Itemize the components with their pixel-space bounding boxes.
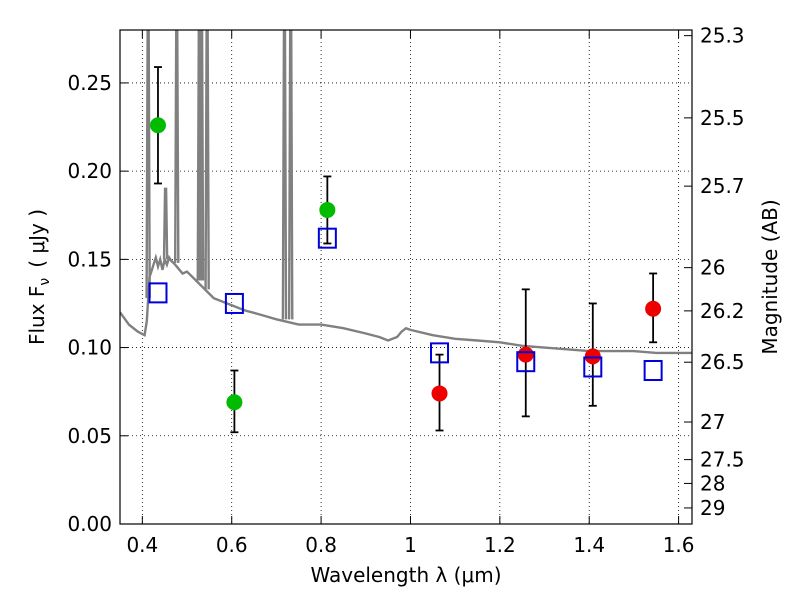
- x-tick-label: 0.6: [216, 533, 248, 557]
- data-points: [148, 66, 663, 434]
- x-tick-label: 1: [404, 533, 417, 557]
- y-axis-title-main: Flux F: [25, 286, 49, 345]
- model-photometry-point: [224, 292, 244, 314]
- spectrum-emission-line: [281, 30, 288, 320]
- y-tick-label: 0.00: [67, 512, 112, 536]
- spectrum-emission-line: [287, 30, 294, 320]
- y2-tick-label: 25.7: [700, 174, 745, 198]
- x-tick-label: 0.8: [305, 533, 337, 557]
- data-point: [517, 346, 534, 363]
- model-photometry-point: [643, 360, 663, 382]
- svg-text:Flux Fν( μJy ): Flux Fν ( μJy ): [25, 209, 53, 345]
- y-tick-label: 0.05: [67, 424, 112, 448]
- model-photometry-point: [583, 356, 603, 378]
- spectrum-emission-line: [162, 187, 169, 260]
- data-point: [319, 201, 336, 218]
- y-axis-title: Flux Fν ( μJy ): [25, 209, 53, 345]
- y2-tick-label: 28: [700, 471, 725, 495]
- data-point: [584, 348, 601, 365]
- model-photometry-point: [148, 282, 168, 304]
- grid: [120, 30, 692, 524]
- spectrum-emission-line: [204, 30, 210, 290]
- model-photometry-point: [516, 351, 536, 373]
- data-point: [149, 117, 166, 134]
- y2-tick-label: 25.3: [700, 24, 745, 48]
- y-axis-title-subscript: ν: [37, 278, 53, 286]
- y2-tick-label: 29: [700, 496, 725, 520]
- y-tick-label: 0.25: [67, 71, 112, 95]
- y2-tick-label: 26: [700, 256, 725, 280]
- model-photometry-point: [430, 342, 450, 364]
- y-tick-label: 0.20: [67, 159, 112, 183]
- data-point: [645, 300, 662, 317]
- y-tick-label: 0.10: [67, 336, 112, 360]
- model-photometry-point: [317, 227, 337, 249]
- spectrum-emission-line: [173, 30, 180, 263]
- data-point: [226, 394, 243, 411]
- model-spectrum: [120, 30, 692, 355]
- y2-tick-label: 26.5: [700, 350, 745, 374]
- y2-tick-label: 26.2: [700, 299, 745, 323]
- axes: 0.4 0.6 0.8 1 1.2 1.4 1.6 0.00 0.05 0.10 0.15 0.20 0…: [67, 24, 744, 557]
- x-tick-label: 1.4: [573, 533, 605, 557]
- y2-axis-title: Magnitude (AB): [758, 199, 782, 354]
- spectrum-emission-line: [145, 30, 151, 299]
- plot-frame: [119, 29, 693, 525]
- y2-tick-label: 25.5: [700, 106, 745, 130]
- y2-tick-label: 27.5: [700, 448, 745, 472]
- x-tick-label: 1.2: [484, 533, 516, 557]
- x-axis-title: Wavelength λ (μm): [310, 563, 501, 587]
- spectrum-emission-line: [198, 30, 205, 281]
- x-tick-label: 0.4: [126, 533, 158, 557]
- data-point: [431, 385, 448, 402]
- x-tick-label: 1.6: [663, 533, 695, 557]
- y2-tick-label: 27: [700, 410, 725, 434]
- spectrum-continuum: [120, 253, 692, 355]
- y-axis-title-unit: ( μJy ): [25, 209, 49, 268]
- y-tick-label: 0.15: [67, 247, 112, 271]
